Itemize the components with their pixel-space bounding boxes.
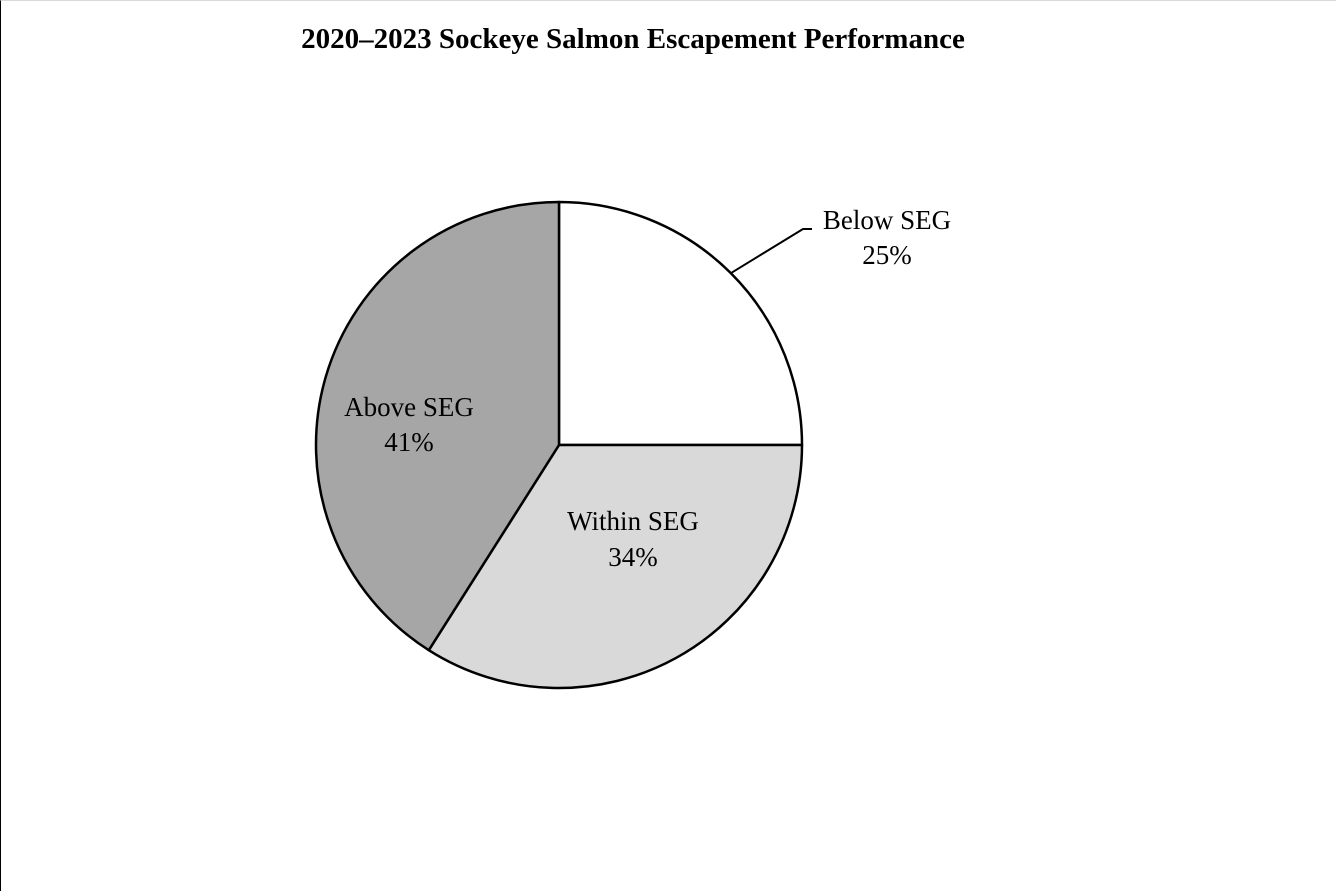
- slice-label-name: Below SEG: [823, 205, 951, 235]
- pie-slice-below-seg: [557, 200, 804, 447]
- pie-slice-above-seg: [314, 200, 561, 652]
- pie-slice-within-seg: [427, 443, 804, 690]
- slice-label-value: 25%: [862, 240, 912, 270]
- slice-label-value: 41%: [384, 427, 434, 457]
- slice-label-name: Within SEG: [567, 506, 699, 536]
- slice-label-name: Above SEG: [344, 392, 474, 422]
- slice-label-value: 34%: [608, 542, 658, 572]
- leader-line: [730, 228, 812, 275]
- chart-title: 2020–2023 Sockeye Salmon Escapement Perf…: [301, 23, 965, 55]
